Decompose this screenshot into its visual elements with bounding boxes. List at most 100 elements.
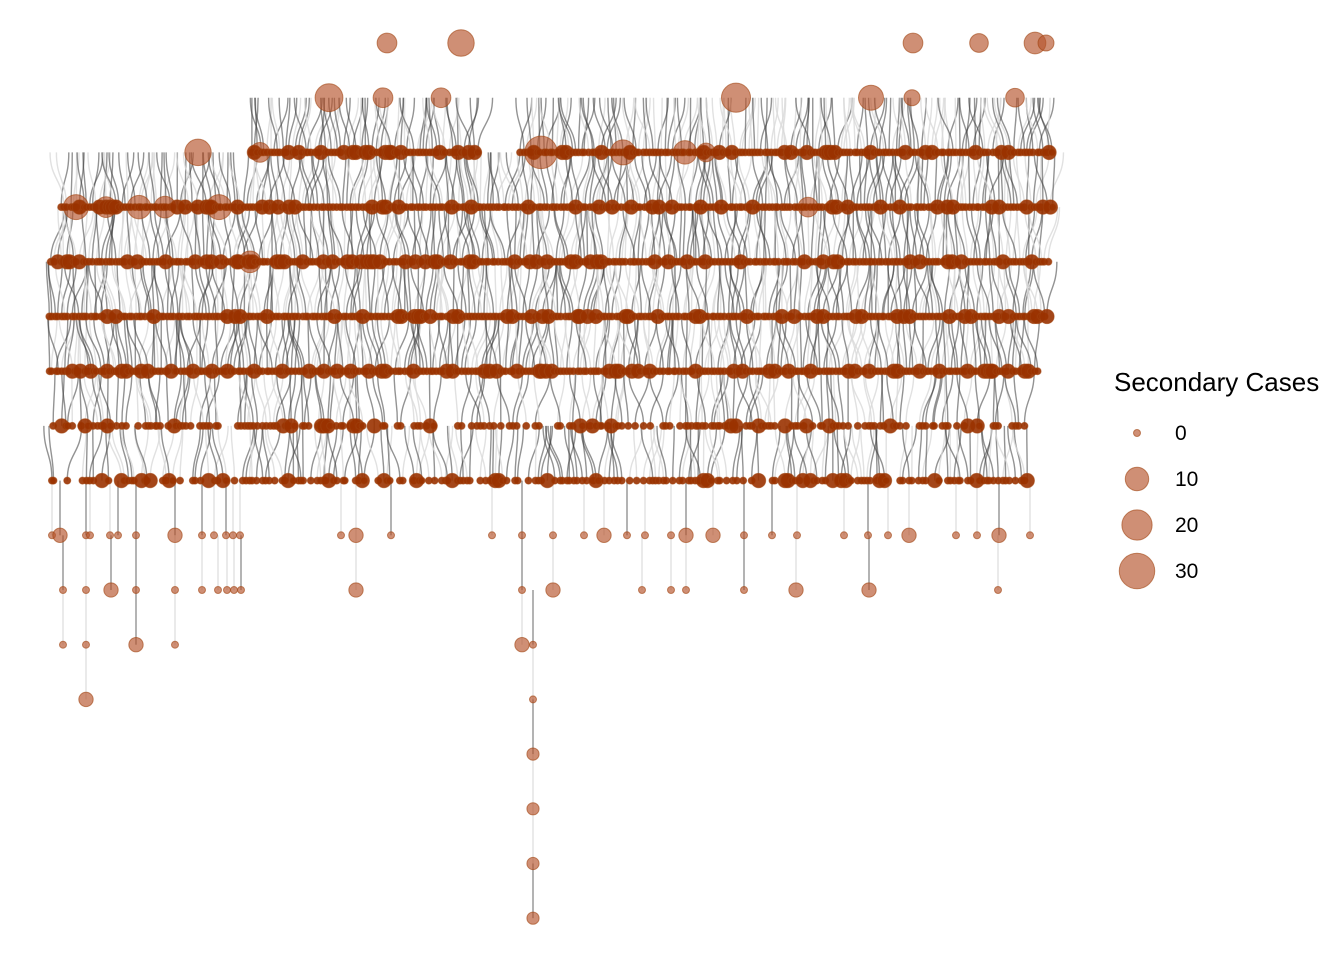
tree-edge-901	[161, 261, 173, 317]
tree-edge-1426	[826, 316, 841, 372]
tree-edge-51	[399, 97, 415, 153]
tree-edge-1386	[708, 316, 713, 372]
tree-edge-1331	[524, 316, 536, 372]
legend-label-0: 0	[1175, 422, 1187, 445]
tree-edge-1720	[261, 425, 270, 481]
tree-edge-373	[479, 152, 482, 208]
tree-node-264	[1047, 148, 1056, 157]
tree-edge-1129	[890, 261, 906, 317]
tree-node-1929	[596, 527, 612, 543]
tree-edge-916	[198, 261, 210, 317]
tree-edge-1637	[796, 371, 800, 426]
tree-edge-1677	[1004, 371, 1013, 426]
tree-edge-1099	[793, 261, 799, 317]
tree-node-1921	[236, 531, 244, 540]
tree-edge-208	[954, 97, 957, 153]
tree-edge-1097	[775, 261, 789, 317]
tree-edge-116	[660, 97, 663, 153]
tree-node-1941	[901, 527, 917, 543]
legend-label-30: 30	[1175, 560, 1198, 583]
tree-edge-1616	[710, 371, 724, 426]
tree-edge-1553	[342, 371, 355, 426]
tree-edge-1248	[268, 316, 277, 372]
tree-edge-764	[724, 207, 738, 262]
tree-edge-698	[514, 207, 517, 262]
tree-node-1967	[82, 640, 90, 649]
tree-edge-1659	[899, 371, 905, 426]
tree-edge-1006	[494, 261, 497, 317]
tree-edge-8	[267, 97, 278, 153]
tree-edge-1878	[994, 425, 1010, 481]
tree-edge-984	[425, 261, 434, 317]
tree-edge-721	[586, 207, 589, 262]
tree-edge-864	[1043, 207, 1059, 262]
tree-edge-945	[293, 261, 304, 317]
tree-edge-1453	[913, 316, 927, 372]
tree-edge-412	[591, 152, 607, 208]
tree-edge-561	[63, 207, 77, 262]
tree-edge-1579	[496, 371, 511, 426]
tree-node-2	[902, 32, 924, 54]
tree-node-1689	[921, 421, 930, 430]
tree-node-1928	[580, 531, 588, 540]
tree-node-1579	[338, 421, 347, 430]
tree-node-1843	[715, 476, 724, 485]
tree-edge-99	[606, 97, 622, 153]
tree-edge-1086	[752, 261, 764, 317]
tree-edge-1122	[868, 261, 876, 317]
tree-edge-456	[734, 152, 747, 208]
tree-node-1938	[840, 531, 848, 540]
tree-node-1694	[943, 421, 952, 430]
tree-edge-249	[91, 152, 100, 208]
tree-edge-500	[885, 152, 894, 208]
tree-edge-425	[633, 152, 648, 208]
tree-edge-1144	[930, 261, 941, 317]
tree-edge-851	[996, 207, 1004, 262]
tree-edge-847	[984, 207, 991, 262]
tree-edge-983	[409, 261, 425, 317]
tree-edge-319	[310, 152, 319, 208]
tree-edge-1369	[655, 316, 669, 372]
tree-edge-1692	[119, 425, 130, 481]
tree-edge-1773	[516, 425, 525, 481]
tree-edge-268	[148, 152, 156, 208]
tree-edge-842	[973, 207, 982, 262]
tree-edge-549	[1041, 152, 1044, 208]
tree-edge-190	[898, 97, 904, 153]
tree-edge-1030	[559, 261, 574, 317]
tree-node-1975	[526, 802, 540, 816]
tree-edge-1879	[1007, 425, 1017, 481]
tree-edge-1839	[836, 425, 840, 481]
tree-node-1887	[934, 476, 943, 485]
tree-node-7	[720, 82, 752, 113]
tree-edge-1823	[756, 425, 760, 481]
tree-edge-1340	[553, 316, 565, 372]
tree-node-1772	[385, 476, 394, 485]
tree-edge-1859	[924, 425, 928, 481]
tree-edge-1341	[566, 316, 573, 372]
tree-edge-118	[667, 97, 676, 153]
tree-edge-184	[878, 97, 888, 153]
legend-label-20: 20	[1175, 514, 1198, 537]
tree-edge-1091	[768, 261, 781, 317]
tree-edge-673	[431, 207, 436, 262]
tree-edge-883	[88, 261, 104, 317]
tree-edge-787	[794, 207, 801, 262]
tree-edge-56	[422, 97, 431, 153]
tree-node-12	[903, 89, 921, 107]
legend-key-0	[1133, 429, 1141, 437]
tree-node-1972	[78, 691, 94, 708]
tree-edge-1116	[847, 261, 860, 317]
tree-edge-211	[965, 97, 971, 153]
tree-edge-1706	[199, 425, 212, 481]
tree-node-1977	[526, 911, 540, 925]
tree-edge-793	[817, 207, 822, 262]
tree-edge-67	[463, 97, 480, 153]
tree-edge-1374	[673, 316, 679, 372]
tree-edge-1262	[313, 316, 327, 372]
tree-edge-1704	[192, 425, 202, 481]
tree-edge-902	[152, 261, 165, 317]
tree-edge-1587	[569, 371, 576, 426]
tree-edge-1003	[486, 261, 489, 317]
tree-edge-1072	[695, 261, 709, 317]
